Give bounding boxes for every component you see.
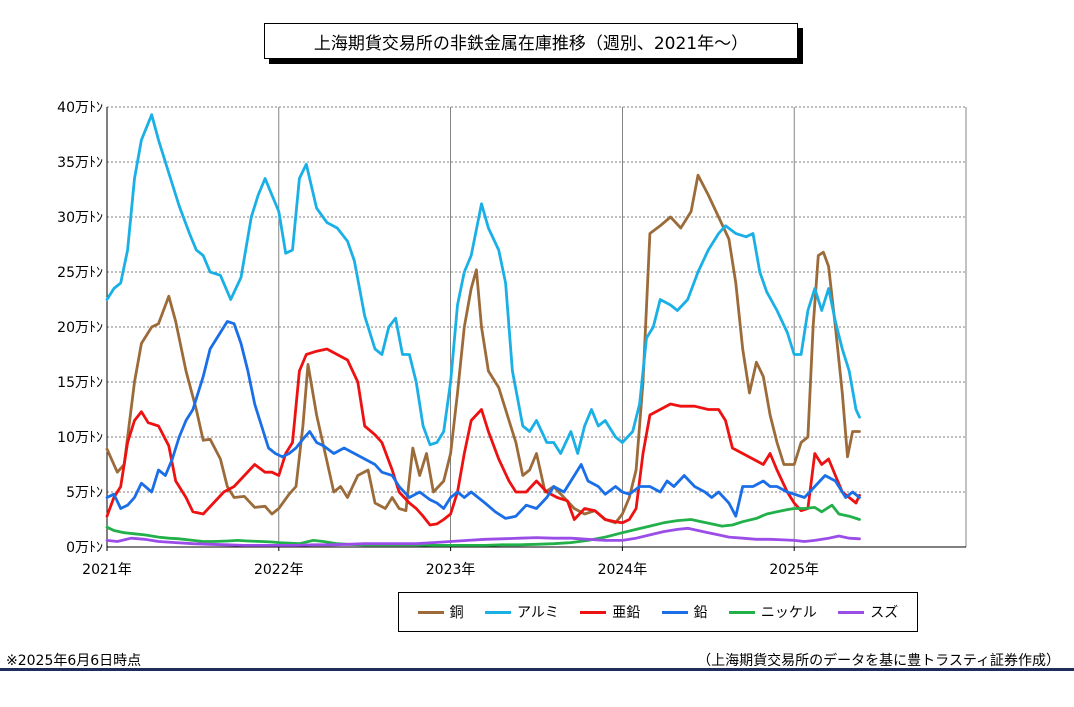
legend-item: スズ — [838, 602, 898, 622]
legend-item: 亜鉛 — [580, 602, 640, 622]
y-tick-label: 10万ﾄﾝ — [57, 430, 103, 446]
legend-label: 鉛 — [693, 605, 708, 621]
series-line — [105, 347, 861, 527]
y-tick-label: 25万ﾄﾝ — [57, 265, 103, 281]
x-tick-label: 2022年 — [254, 562, 304, 578]
y-tick-label: 15万ﾄﾝ — [57, 375, 103, 391]
legend-swatch — [417, 610, 444, 614]
series-line — [105, 526, 861, 547]
y-tick-label: 30万ﾄﾝ — [57, 210, 103, 226]
series-line — [105, 503, 861, 547]
y-tick-label: 40万ﾄﾝ — [57, 100, 103, 116]
legend-swatch — [661, 610, 688, 614]
series-line — [105, 113, 861, 455]
date-note: ※2025年6月6日時点 — [6, 653, 142, 669]
series-lines — [105, 113, 861, 547]
legend-swatch — [580, 610, 607, 614]
x-tick-label: 2024年 — [598, 562, 648, 578]
bottom-rule — [0, 668, 1074, 671]
legend-item: ニッケル — [728, 602, 817, 622]
y-tick-label: 0万ﾄﾝ — [66, 540, 103, 556]
axes: 0万ﾄﾝ 5万ﾄﾝ 10万ﾄﾝ 15万ﾄﾝ 20万ﾄﾝ 25万ﾄﾝ 30万ﾄﾝ 35万ﾄﾝ 40… — [57, 100, 966, 578]
y-tick-label: 5万ﾄﾝ — [66, 485, 103, 501]
y-tick-label: 35万ﾄﾝ — [57, 155, 103, 171]
legend-swatch — [485, 610, 512, 614]
legend-item: 鉛 — [661, 602, 708, 622]
series-line — [105, 320, 861, 520]
legend-label: 銅 — [449, 605, 464, 621]
legend-label: ニッケル — [760, 605, 817, 621]
chart-title: 上海期貨交易所の非鉄金属在庫推移（週別、2021年～） — [264, 23, 798, 59]
legend-label: スズ — [870, 605, 899, 621]
legend-swatch — [728, 610, 755, 614]
legend-label: 亜鉛 — [612, 605, 641, 621]
legend-item: 銅 — [417, 602, 464, 622]
x-tick-label: 2025年 — [769, 562, 819, 578]
x-tick-label: 2023年 — [426, 562, 476, 578]
y-tick-label: 20万ﾄﾝ — [57, 320, 103, 336]
source-note: （上海期貨交易所のデータを基に豊トラスティ証券作成） — [697, 653, 1060, 669]
legend: 銅 アルミ 亜鉛 鉛 ニッケル スズ — [398, 592, 918, 632]
series-line — [105, 173, 861, 525]
legend-item: アルミ — [485, 602, 559, 622]
x-tick-label: 2021年 — [82, 562, 132, 578]
legend-swatch — [838, 610, 865, 614]
legend-label: アルミ — [517, 605, 559, 621]
